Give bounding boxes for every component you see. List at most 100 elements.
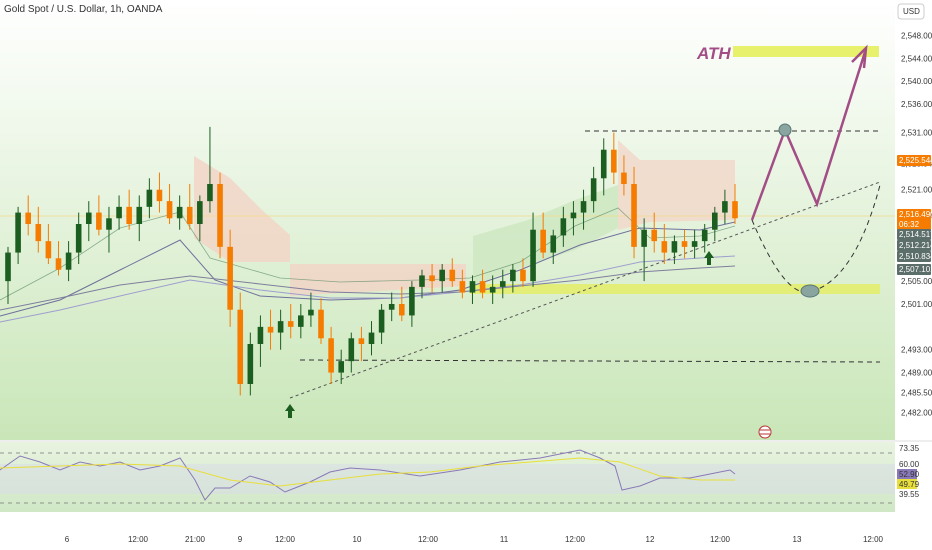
- support-zone: [470, 284, 880, 294]
- price-tick-label: 2,489.000: [901, 369, 932, 378]
- ath-label: ATH: [696, 44, 731, 63]
- candle-body: [308, 309, 314, 316]
- price-tick-label: 2,493.000: [901, 346, 932, 355]
- price-tag: [897, 240, 931, 251]
- candle-body: [469, 281, 476, 293]
- prediction-zigzag: [750, 51, 867, 221]
- candle-body: [600, 149, 607, 179]
- candle-body: [358, 338, 365, 344]
- candle-body: [197, 201, 203, 224]
- candle-body: [35, 224, 42, 242]
- candle-body: [651, 229, 658, 242]
- lower-dashed-line: [299, 359, 881, 363]
- candle-body: [25, 212, 31, 224]
- candle-body: [570, 212, 577, 219]
- time-tick-label: 10: [353, 535, 362, 544]
- price-tick-label: 2,544.000: [901, 54, 932, 63]
- candle-body: [510, 269, 516, 282]
- candle-body: [186, 206, 193, 224]
- candle-body: [348, 338, 355, 362]
- rsi-tag-label: 60.00: [899, 460, 920, 469]
- time-tick-label: 12:00: [275, 535, 296, 544]
- support-arrow-icon-2: [704, 251, 714, 265]
- candle-body: [550, 235, 557, 253]
- price-tag-label: 2,510.834: [899, 252, 932, 261]
- candle-body: [520, 269, 526, 282]
- rsi-tag-label: 39.55: [899, 490, 920, 499]
- price-tag: [897, 219, 931, 230]
- rsi-line: [0, 449, 736, 501]
- price-tag-label: 2,514.517: [899, 230, 932, 239]
- price-tag-label: 2,507.101: [899, 265, 932, 274]
- candle-body: [661, 241, 668, 253]
- candle-body: [217, 184, 223, 247]
- candle-body: [681, 241, 688, 247]
- time-tick-label: 12:00: [710, 535, 731, 544]
- cloud-red-3: [618, 140, 735, 230]
- time-tick-label: 12:00: [418, 535, 439, 544]
- ema-line-1: [0, 221, 736, 317]
- price-tick-label: 2,505.000: [901, 277, 932, 286]
- candle-body: [560, 218, 567, 236]
- candle-body: [176, 206, 183, 219]
- candle-body: [631, 184, 637, 247]
- ema-line-2: [0, 255, 736, 323]
- chart-title: Gold Spot / U.S. Dollar, 1h, OANDA: [4, 4, 163, 15]
- currency-button[interactable]: [897, 3, 925, 20]
- prediction-arrowhead: [851, 44, 868, 69]
- time-tick-label: 9: [238, 535, 243, 544]
- time-tick-label: 11: [500, 535, 509, 544]
- candle-body: [429, 275, 435, 282]
- candle-body: [287, 321, 294, 327]
- candle-body: [641, 229, 647, 247]
- candle-body: [247, 344, 254, 384]
- candle-body: [459, 281, 466, 293]
- target-marker-bottom: [800, 284, 820, 298]
- rsi-tag: [897, 443, 917, 453]
- price-tick-label: 2,485.500: [901, 389, 932, 398]
- candle-body: [207, 184, 213, 202]
- us-flag-icon[interactable]: [758, 425, 772, 439]
- rsi-band: [0, 464, 895, 494]
- rsi-tag-label: 49.79: [899, 480, 920, 489]
- us-flag-stripes: [760, 429, 770, 435]
- time-tick-label: 12:00: [128, 535, 149, 544]
- rsi-tag-label: 52.90: [899, 470, 920, 479]
- candle-body: [96, 212, 102, 230]
- candle-body: [590, 178, 597, 202]
- candle-body: [338, 361, 345, 373]
- candle-body: [15, 212, 21, 253]
- candle-body: [328, 338, 334, 373]
- candle-body: [439, 269, 445, 282]
- candle-body: [116, 206, 122, 219]
- candle-body: [701, 229, 708, 242]
- prediction-cup-curve: [751, 184, 881, 293]
- price-tag: [897, 209, 931, 220]
- price-tag-label: 2,516.490: [899, 210, 932, 219]
- price-tag-label: 06:32: [899, 220, 920, 229]
- candle-body: [671, 241, 678, 253]
- price-tick-label: 2,540.000: [901, 77, 932, 86]
- time-axis[interactable]: 6 12:00 21:00 9 12:00 10 12:00 11 12:00 12 12:00 13…: [65, 535, 884, 544]
- price-tick-label: 2,521.000: [901, 186, 932, 195]
- candle-body: [722, 201, 728, 213]
- price-tag: [897, 229, 931, 240]
- rising-trendline: [289, 181, 881, 399]
- candle-body: [45, 241, 52, 259]
- rsi-tag: [897, 489, 917, 499]
- time-tick-label: 12:00: [565, 535, 586, 544]
- candle-body: [277, 321, 284, 333]
- candle-body: [499, 281, 506, 287]
- time-tick-label: 13: [793, 535, 802, 544]
- rsi-signal-line: [0, 457, 735, 487]
- candle-body: [368, 332, 375, 344]
- candle-body: [489, 286, 496, 293]
- currency-label: USD: [903, 7, 920, 16]
- candle-body: [611, 149, 617, 173]
- candle-body: [732, 201, 738, 219]
- candle-body: [398, 304, 405, 316]
- price-tag-label: 2,512.214: [899, 241, 932, 250]
- candle-body: [580, 201, 587, 213]
